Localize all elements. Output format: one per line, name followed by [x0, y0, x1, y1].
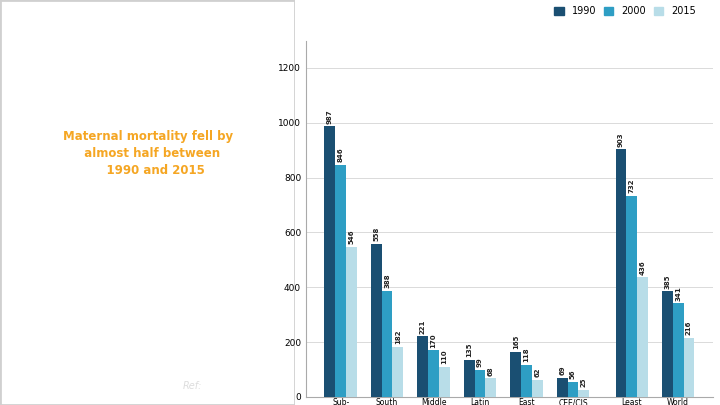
Text: 903: 903: [618, 132, 624, 147]
Text: 118: 118: [523, 347, 529, 362]
Text: 165: 165: [513, 335, 518, 349]
Text: 62: 62: [534, 368, 540, 377]
Bar: [662, 291, 672, 397]
Bar: [392, 347, 403, 397]
Text: 987: 987: [327, 109, 333, 124]
Text: 846: 846: [338, 147, 343, 162]
Bar: [567, 382, 578, 397]
Text: 436: 436: [639, 260, 645, 275]
Text: 388: 388: [384, 273, 390, 288]
Legend: 1990, 2000, 2015: 1990, 2000, 2015: [550, 2, 700, 20]
Text: 546: 546: [348, 230, 354, 245]
Text: 69: 69: [559, 366, 565, 375]
Bar: [510, 352, 521, 397]
Bar: [637, 277, 648, 397]
Bar: [346, 247, 357, 397]
Bar: [485, 378, 496, 397]
Text: 182: 182: [395, 330, 401, 344]
Text: 25: 25: [581, 378, 587, 387]
Bar: [672, 303, 683, 397]
Bar: [382, 290, 392, 397]
Text: 341: 341: [675, 286, 681, 301]
Bar: [578, 390, 589, 397]
Text: Maternal mortality fell by
  almost half between
    1990 and 2015: Maternal mortality fell by almost half b…: [63, 130, 233, 177]
Text: 216: 216: [686, 321, 692, 335]
Text: 385: 385: [665, 274, 670, 289]
Bar: [418, 336, 428, 397]
Bar: [683, 338, 694, 397]
Text: Trends in maternal
mortality 1990 - 2015: Trends in maternal mortality 1990 - 2015: [18, 12, 213, 46]
Bar: [521, 364, 532, 397]
Bar: [439, 367, 450, 397]
Bar: [557, 378, 567, 397]
Text: Ref:: Ref:: [183, 381, 202, 391]
Text: 221: 221: [420, 319, 426, 334]
Text: 170: 170: [431, 333, 436, 347]
Bar: [428, 350, 439, 397]
Bar: [532, 380, 543, 397]
Bar: [626, 196, 637, 397]
Text: 110: 110: [441, 350, 447, 364]
Text: 558: 558: [374, 227, 379, 241]
Bar: [325, 126, 336, 397]
Bar: [371, 244, 382, 397]
Text: 732: 732: [629, 179, 635, 194]
Bar: [464, 360, 474, 397]
Text: Maternal mortality ratio
      (maternal deaths per
      100,000 live births in: Maternal mortality ratio (maternal death…: [18, 211, 168, 285]
Text: 56: 56: [570, 369, 576, 379]
Bar: [336, 165, 346, 397]
Bar: [474, 370, 485, 397]
Bar: [616, 149, 626, 397]
Text: 68: 68: [488, 366, 494, 375]
Text: 99: 99: [477, 357, 483, 367]
Text: 135: 135: [467, 343, 472, 357]
